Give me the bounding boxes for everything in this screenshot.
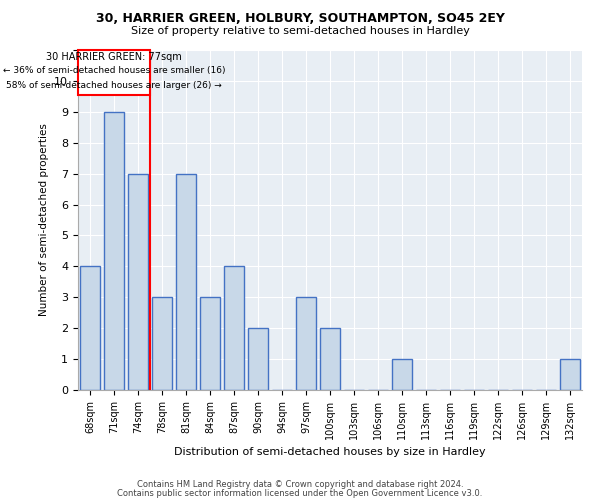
Text: Contains HM Land Registry data © Crown copyright and database right 2024.: Contains HM Land Registry data © Crown c… <box>137 480 463 489</box>
Bar <box>320 328 340 390</box>
Bar <box>176 174 196 390</box>
FancyBboxPatch shape <box>78 50 150 95</box>
Bar <box>128 174 148 390</box>
Text: 30, HARRIER GREEN, HOLBURY, SOUTHAMPTON, SO45 2EY: 30, HARRIER GREEN, HOLBURY, SOUTHAMPTON,… <box>95 12 505 26</box>
Text: Size of property relative to semi-detached houses in Hardley: Size of property relative to semi-detach… <box>131 26 469 36</box>
Bar <box>200 298 220 390</box>
Bar <box>560 359 580 390</box>
X-axis label: Distribution of semi-detached houses by size in Hardley: Distribution of semi-detached houses by … <box>174 448 486 458</box>
Bar <box>248 328 268 390</box>
Bar <box>104 112 124 390</box>
Bar <box>80 266 100 390</box>
Bar <box>296 298 316 390</box>
Bar <box>152 298 172 390</box>
Text: 30 HARRIER GREEN: 77sqm: 30 HARRIER GREEN: 77sqm <box>46 52 182 62</box>
Bar <box>392 359 412 390</box>
Bar <box>224 266 244 390</box>
Text: ← 36% of semi-detached houses are smaller (16): ← 36% of semi-detached houses are smalle… <box>3 66 225 74</box>
Text: Contains public sector information licensed under the Open Government Licence v3: Contains public sector information licen… <box>118 489 482 498</box>
Text: 58% of semi-detached houses are larger (26) →: 58% of semi-detached houses are larger (… <box>6 81 222 90</box>
Y-axis label: Number of semi-detached properties: Number of semi-detached properties <box>39 124 49 316</box>
